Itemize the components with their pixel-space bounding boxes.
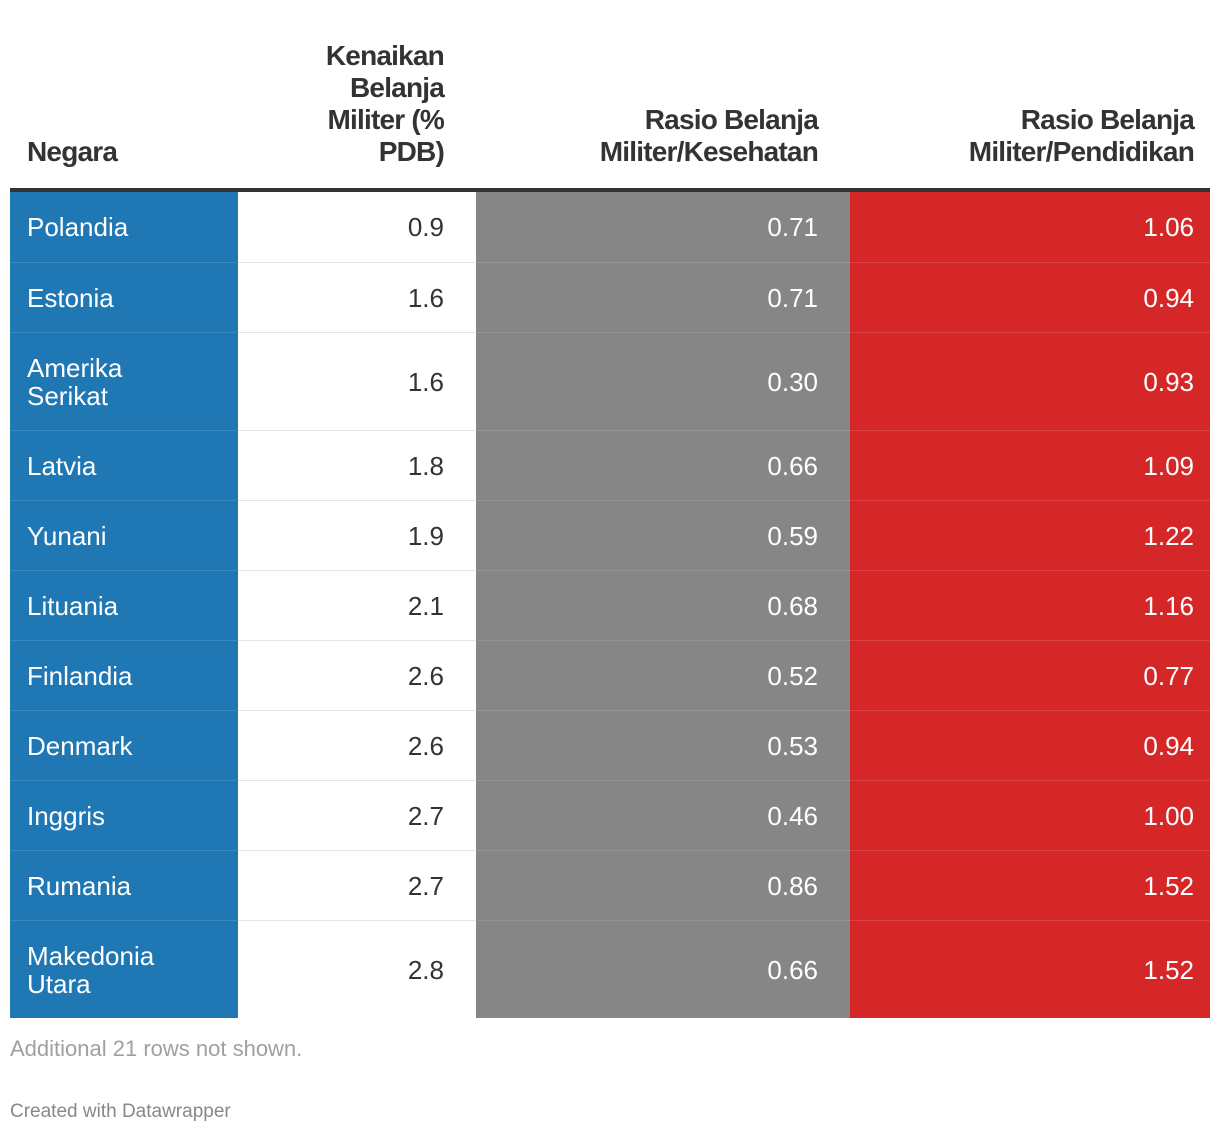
- education-ratio-cell: 0.94: [850, 262, 1210, 332]
- table-row: Estonia 1.6 0.71 0.94: [10, 262, 1210, 332]
- health-ratio-cell: 0.71: [476, 192, 850, 262]
- health-ratio-cell: 0.68: [476, 570, 850, 640]
- education-ratio-cell: 1.09: [850, 430, 1210, 500]
- country-cell: Inggris: [10, 780, 238, 850]
- health-ratio-cell: 0.52: [476, 640, 850, 710]
- education-ratio-cell: 1.22: [850, 500, 1210, 570]
- increase-cell: 0.9: [238, 192, 476, 262]
- education-ratio-cell: 1.52: [850, 920, 1210, 1018]
- health-ratio-cell: 0.46: [476, 780, 850, 850]
- country-cell: Estonia: [10, 262, 238, 332]
- health-ratio-cell: 0.86: [476, 850, 850, 920]
- table-row: Finlandia 2.6 0.52 0.77: [10, 640, 1210, 710]
- header-rasio-kesehatan: Rasio Belanja Militer/Kesehatan: [599, 104, 819, 167]
- country-cell: Yunani: [10, 500, 238, 570]
- increase-cell: 2.8: [238, 920, 476, 1018]
- data-table: Negara Kenaikan Belanja Militer (% PDB) Ras…: [10, 0, 1210, 1018]
- health-ratio-cell: 0.53: [476, 710, 850, 780]
- table-row: Polandia 0.9 0.71 1.06: [10, 192, 1210, 262]
- increase-cell: 2.1: [238, 570, 476, 640]
- health-ratio-cell: 0.66: [476, 430, 850, 500]
- health-ratio-cell: 0.66: [476, 920, 850, 1018]
- health-ratio-cell: 0.30: [476, 332, 850, 430]
- increase-cell: 1.9: [238, 500, 476, 570]
- table-row: Denmark 2.6 0.53 0.94: [10, 710, 1210, 780]
- country-cell: Lituania: [10, 570, 238, 640]
- education-ratio-cell: 0.77: [850, 640, 1210, 710]
- country-cell: Makedonia Utara: [10, 920, 238, 1018]
- header-kenaikan-belanja: Kenaikan Belanja Militer (% PDB): [325, 40, 445, 167]
- health-ratio-cell: 0.59: [476, 500, 850, 570]
- table-row: Amerika Serikat 1.6 0.30 0.93: [10, 332, 1210, 430]
- table-row: Rumania 2.7 0.86 1.52: [10, 850, 1210, 920]
- education-ratio-cell: 1.52: [850, 850, 1210, 920]
- education-ratio-cell: 1.00: [850, 780, 1210, 850]
- education-ratio-cell: 0.93: [850, 332, 1210, 430]
- education-ratio-cell: 1.06: [850, 192, 1210, 262]
- table-row: Latvia 1.8 0.66 1.09: [10, 430, 1210, 500]
- increase-cell: 2.6: [238, 640, 476, 710]
- education-ratio-cell: 1.16: [850, 570, 1210, 640]
- datawrapper-credit: Created with Datawrapper: [10, 1101, 231, 1122]
- increase-cell: 1.6: [238, 332, 476, 430]
- increase-cell: 1.6: [238, 262, 476, 332]
- increase-cell: 2.7: [238, 850, 476, 920]
- table-row: Lituania 2.1 0.68 1.16: [10, 570, 1210, 640]
- rows-not-shown-note: Additional 21 rows not shown.: [10, 1036, 303, 1061]
- increase-cell: 1.8: [238, 430, 476, 500]
- header-rasio-pendidikan: Rasio Belanja Militer/Pendidikan: [968, 104, 1195, 167]
- table-row: Yunani 1.9 0.59 1.22: [10, 500, 1210, 570]
- country-cell: Amerika Serikat: [10, 332, 238, 430]
- country-cell: Polandia: [10, 192, 238, 262]
- increase-cell: 2.7: [238, 780, 476, 850]
- country-cell: Rumania: [10, 850, 238, 920]
- header-negara: Negara: [27, 136, 118, 167]
- country-cell: Finlandia: [10, 640, 238, 710]
- country-cell: Denmark: [10, 710, 238, 780]
- increase-cell: 2.6: [238, 710, 476, 780]
- table-header: Negara Kenaikan Belanja Militer (% PDB) Ras…: [10, 0, 1210, 192]
- country-cell: Latvia: [10, 430, 238, 500]
- table-row: Makedonia Utara 2.8 0.66 1.52: [10, 920, 1210, 1018]
- health-ratio-cell: 0.71: [476, 262, 850, 332]
- table-body: Polandia 0.9 0.71 1.06 Estonia 1.6 0.71 0.94 Ame…: [10, 192, 1210, 1018]
- table-row: Inggris 2.7 0.46 1.00: [10, 780, 1210, 850]
- education-ratio-cell: 0.94: [850, 710, 1210, 780]
